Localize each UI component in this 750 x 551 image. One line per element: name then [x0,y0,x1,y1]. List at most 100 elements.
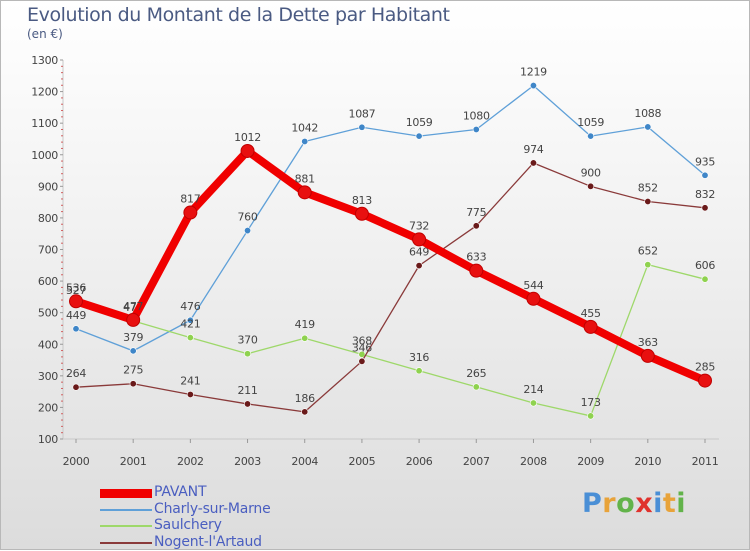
legend-label: PAVANT [154,484,206,500]
data-label-nogent-l-artaud: 346 [352,341,372,354]
series-line-charly-sur-marne [76,86,705,351]
data-point-saulchery [530,400,536,406]
legend-item-pavant: PAVANT [100,485,360,502]
data-label-pavant: 285 [695,361,715,374]
x-tick-label: 2010 [634,455,661,468]
data-label-nogent-l-artaud: 852 [638,181,658,194]
data-label-pavant: 817 [180,193,200,206]
data-label-nogent-l-artaud: 974 [523,143,543,156]
data-label-charly-sur-marne: 1042 [291,121,318,134]
data-point-charly-sur-marne [587,133,593,139]
data-point-saulchery [473,384,479,390]
legend-swatch [100,509,152,511]
data-point-nogent-l-artaud [130,381,136,387]
x-tick-label: 2005 [349,455,376,468]
data-point-saulchery [244,351,250,357]
data-point-pavant [527,292,540,305]
data-point-saulchery [302,335,308,341]
data-point-pavant [641,349,654,362]
data-point-nogent-l-artaud [359,358,365,364]
data-label-charly-sur-marne: 1087 [349,107,376,120]
y-tick-label: 300 [38,370,58,383]
y-tick-label: 900 [38,180,58,193]
data-point-nogent-l-artaud [73,384,79,390]
legend-swatch [100,489,152,498]
data-label-nogent-l-artaud: 264 [66,367,86,380]
legend-swatch [100,542,152,544]
data-label-charly-sur-marne: 935 [695,155,715,168]
x-tick-label: 2008 [520,455,547,468]
data-point-charly-sur-marne [702,172,708,178]
x-tick-label: 2011 [692,455,719,468]
data-point-pavant [298,186,311,199]
data-point-saulchery [645,261,651,267]
data-label-pavant: 633 [466,251,486,264]
data-label-saulchery: 265 [466,367,486,380]
data-label-pavant: 477 [123,300,143,313]
data-label-pavant: 455 [581,307,601,320]
data-point-charly-sur-marne [530,82,536,88]
x-tick-label: 2004 [291,455,318,468]
data-point-pavant [127,313,140,326]
data-label-saulchery: 652 [638,245,658,258]
legend-item-nogent-l-artaud: Nogent-l'Artaud [100,535,360,551]
data-point-charly-sur-marne [302,138,308,144]
y-tick-label: 1100 [31,117,58,130]
data-point-pavant [584,320,597,333]
data-label-pavant: 536 [66,281,86,294]
data-label-saulchery: 316 [409,351,429,364]
data-point-pavant [355,207,368,220]
data-point-nogent-l-artaud [587,183,593,189]
data-point-nogent-l-artaud [645,198,651,204]
y-tick-label: 500 [38,307,58,320]
data-label-charly-sur-marne: 1088 [634,107,661,120]
x-tick-label: 2006 [406,455,433,468]
data-label-charly-sur-marne: 1080 [463,109,490,122]
data-label-charly-sur-marne: 476 [180,300,200,313]
data-label-saulchery: 173 [581,396,601,409]
data-label-saulchery: 421 [180,318,200,331]
legend-item-saulchery: Saulchery [100,518,360,535]
legend-label: Nogent-l'Artaud [154,534,262,550]
data-label-saulchery: 419 [295,318,315,331]
y-tick-label: 800 [38,212,58,225]
data-point-nogent-l-artaud [530,160,536,166]
proxiti-logo: Proxiti [582,488,686,519]
data-label-charly-sur-marne: 1219 [520,66,547,79]
data-label-saulchery: 214 [523,383,543,396]
y-tick-label: 100 [38,433,58,446]
data-label-nogent-l-artaud: 775 [466,206,486,219]
data-point-pavant [241,144,254,157]
y-tick-label: 200 [38,401,58,414]
data-point-saulchery [416,368,422,374]
data-label-pavant: 881 [295,172,315,185]
data-label-nogent-l-artaud: 186 [295,392,315,405]
data-point-nogent-l-artaud [702,205,708,211]
data-point-charly-sur-marne [130,348,136,354]
data-point-charly-sur-marne [416,133,422,139]
y-tick-label: 1000 [31,149,58,162]
data-label-pavant: 1012 [234,131,261,144]
y-tick-label: 600 [38,275,58,288]
data-label-pavant: 544 [523,279,543,292]
data-point-nogent-l-artaud [416,262,422,268]
legend-label: Charly-sur-Marne [154,501,271,517]
data-point-charly-sur-marne [73,326,79,332]
data-label-charly-sur-marne: 1059 [577,116,604,129]
data-point-charly-sur-marne [473,126,479,132]
data-label-pavant: 813 [352,194,372,207]
data-label-saulchery: 370 [237,334,257,347]
data-point-pavant [470,264,483,277]
legend-label: Saulchery [154,517,222,533]
data-point-saulchery [587,413,593,419]
data-point-charly-sur-marne [244,227,250,233]
data-label-pavant: 363 [638,336,658,349]
data-label-pavant: 732 [409,219,429,232]
x-tick-label: 2007 [463,455,490,468]
y-tick-label: 400 [38,338,58,351]
legend-swatch [100,525,152,527]
x-tick-label: 2009 [577,455,604,468]
x-tick-label: 2001 [120,455,147,468]
y-tick-label: 1300 [31,54,58,67]
